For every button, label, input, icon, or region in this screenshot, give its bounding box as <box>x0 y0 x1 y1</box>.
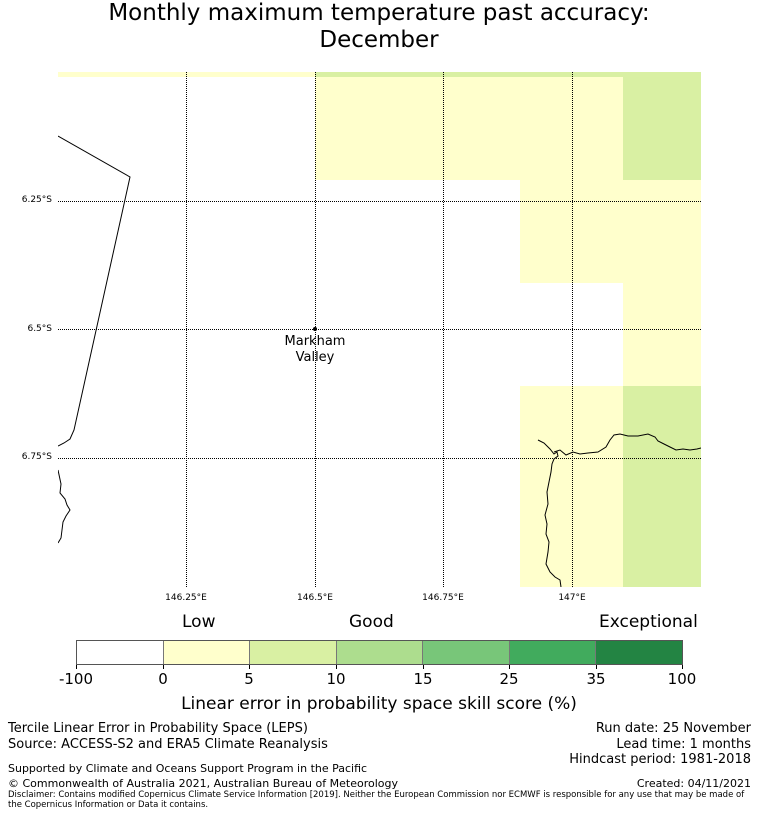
colorbar-segment <box>77 641 164 664</box>
colorbar-tick <box>423 665 424 669</box>
lon-label: 146.25°E <box>165 593 207 603</box>
place-label-line-1: Markham <box>284 334 346 349</box>
hindcast-period: Hindcast period: 1981-2018 <box>569 752 751 767</box>
place-label-line-2: Valley <box>295 350 335 365</box>
title-line-2: December <box>319 27 439 53</box>
lat-label: 6.5°S <box>27 324 52 334</box>
gridline-lat <box>58 329 701 330</box>
skill-cell <box>623 77 701 180</box>
created-date: Created: 04/11/2021 <box>636 777 751 790</box>
colorbar-segment <box>250 641 337 664</box>
skill-cell <box>623 386 701 587</box>
skill-cell <box>315 72 701 77</box>
colorbar-tick-label: 25 <box>499 670 519 688</box>
colorbar-tick <box>249 665 250 669</box>
gridline-lat <box>58 201 701 202</box>
method-text: Tercile Linear Error in Probability Spac… <box>8 721 308 736</box>
gridline-lat <box>58 458 701 459</box>
place-label-markham-valley: Markham Valley <box>270 334 360 366</box>
title-line-1: Monthly maximum temperature past accurac… <box>108 0 650 26</box>
colorbar-segment <box>596 641 683 664</box>
category-label-good: Good <box>349 612 394 632</box>
copyright-text: © Commonwealth of Australia 2021, Austra… <box>8 777 398 790</box>
colorbar-segment <box>423 641 510 664</box>
colorbar <box>76 640 683 665</box>
coastline-east <box>553 433 701 456</box>
colorbar-tick-label: 35 <box>586 670 606 688</box>
skill-map: Markham Valley <box>58 72 701 587</box>
colorbar-tick <box>336 665 337 669</box>
colorbar-title: Linear error in probability space skill … <box>181 694 577 714</box>
colorbar-tick-label: -100 <box>58 670 94 688</box>
colorbar-tick-label: 100 <box>667 670 697 688</box>
lead-time: Lead time: 1 months <box>616 737 751 752</box>
colorbar-tick <box>76 665 77 669</box>
border-line <box>58 135 131 447</box>
colorbar-segment <box>336 641 424 664</box>
lat-label: 6.75°S <box>21 452 52 462</box>
support-text: Supported by Climate and Oceans Support … <box>8 762 368 775</box>
coastline-west <box>58 469 71 544</box>
coastline-svg <box>58 135 701 587</box>
lon-label: 146.75°E <box>422 593 464 603</box>
colorbar-tick-label: 0 <box>158 670 168 688</box>
skill-cell <box>520 180 701 283</box>
colorbar-tick <box>509 665 510 669</box>
lon-label: 147°E <box>558 593 586 603</box>
colorbar-tick <box>163 665 164 669</box>
colorbar-segment <box>163 641 251 664</box>
colorbar-segment <box>509 641 597 664</box>
category-label-low: Low <box>182 612 216 632</box>
colorbar-tick-label: 5 <box>244 670 254 688</box>
source-text: Source: ACCESS-S2 and ERA5 Climate Reana… <box>8 737 328 752</box>
disclaimer-text: Disclaimer: Contains modified Copernicus… <box>8 790 745 810</box>
markham-valley-marker <box>313 327 317 331</box>
colorbar-tick <box>682 665 683 669</box>
colorbar-tick-label: 10 <box>326 670 346 688</box>
coastline-east <box>537 439 562 587</box>
lon-label: 146.5°E <box>297 593 333 603</box>
lat-label: 6.25°S <box>21 195 52 205</box>
skill-cell <box>623 283 701 386</box>
run-date: Run date: 25 November <box>595 721 751 736</box>
chart-title: Monthly maximum temperature past accurac… <box>0 0 758 54</box>
colorbar-tick <box>596 665 597 669</box>
skill-cell <box>520 386 623 587</box>
colorbar-tick-label: 15 <box>413 670 433 688</box>
category-label-exceptional: Exceptional <box>599 612 698 632</box>
skill-cell <box>315 77 623 180</box>
